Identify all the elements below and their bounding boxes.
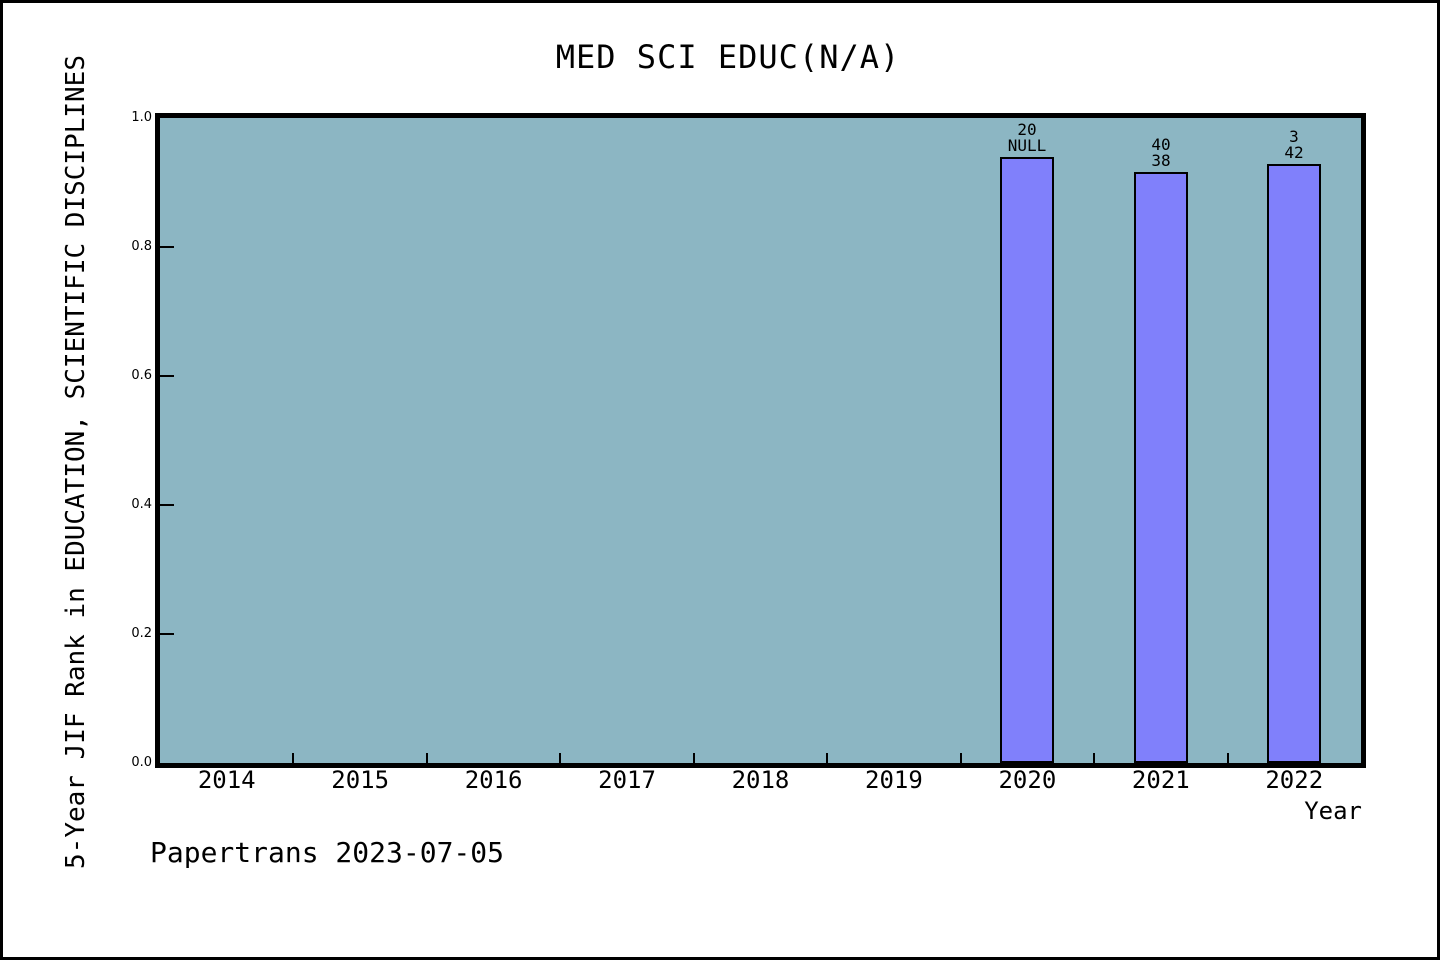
plot-area — [155, 113, 1366, 768]
x-tick-label: 2014 — [197, 766, 256, 794]
x-tick-mark — [692, 753, 695, 763]
x-tick-mark — [1093, 753, 1096, 763]
x-tick-label: 2017 — [598, 766, 656, 794]
bar-label-2021: 40 38 — [1151, 135, 1171, 170]
bar-label-2022: 3 42 — [1284, 127, 1304, 162]
y-tick-label: 0.4 — [131, 497, 152, 512]
bar-2022 — [1267, 164, 1321, 763]
y-tick-label: 1.0 — [131, 110, 152, 125]
x-tick-label: 2021 — [1131, 766, 1190, 794]
y-tick-label: 0.2 — [131, 626, 152, 641]
x-tick-mark — [559, 753, 562, 763]
x-tick-label: 2020 — [998, 766, 1057, 794]
y-tick-label: 0.0 — [131, 755, 152, 770]
y-tick-mark — [160, 504, 174, 506]
x-tick-mark — [826, 753, 829, 763]
y-tick-mark — [160, 375, 174, 377]
x-tick-label: 2019 — [865, 766, 923, 794]
x-tick-label: 2022 — [1265, 766, 1324, 794]
chart-title: MED SCI EDUC(N/A) — [555, 38, 901, 76]
x-tick-mark — [425, 753, 428, 763]
y-tick-mark — [160, 246, 174, 248]
x-axis-label: Year — [1304, 797, 1362, 825]
x-tick-mark — [1226, 753, 1229, 763]
x-tick-label: 2016 — [464, 766, 523, 794]
y-tick-mark — [160, 633, 174, 635]
x-tick-label: 2018 — [731, 766, 790, 794]
plot-inner — [160, 118, 1361, 763]
bar-2021 — [1134, 172, 1188, 763]
watermark-text: Papertrans 2023-07-05 — [150, 836, 505, 869]
x-tick-mark — [292, 753, 295, 763]
bar-label-2020: 20 NULL — [1007, 120, 1047, 155]
y-tick-label: 0.8 — [131, 239, 152, 254]
y-tick-label: 0.6 — [131, 368, 152, 383]
x-tick-mark — [959, 753, 962, 763]
bar-2020 — [1000, 157, 1054, 763]
x-tick-label: 2015 — [331, 766, 390, 794]
y-axis-label: 5-Year JIF Rank in EDUCATION, SCIENTIFIC… — [61, 55, 91, 869]
